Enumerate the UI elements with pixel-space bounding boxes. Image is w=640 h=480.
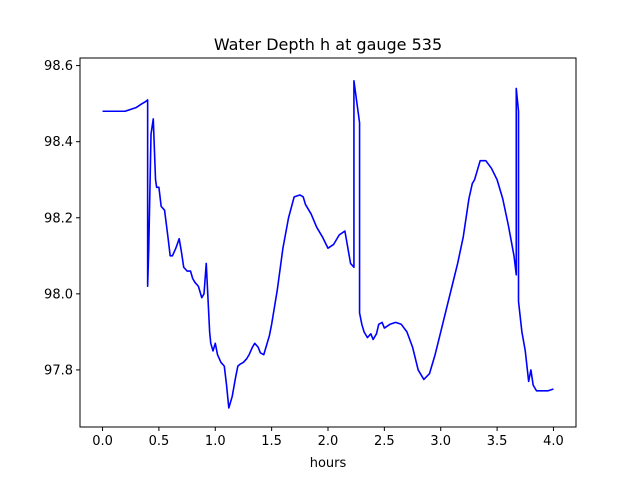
x-tick-label: 4.0 (543, 434, 564, 449)
y-tick-label: 97.8 (44, 363, 73, 378)
y-tick-label: 98.0 (44, 287, 73, 302)
y-tick-label: 98.4 (44, 135, 73, 150)
x-axis-label: hours (310, 456, 347, 471)
chart-title: Water Depth h at gauge 535 (214, 35, 442, 54)
x-tick-label: 1.0 (205, 434, 226, 449)
x-axis-ticks: 0.0 0.5 1.0 1.5 2.0 2.5 3.0 3.5 4.0 (92, 427, 564, 449)
y-axis-ticks: 97.8 98.0 98.2 98.4 98.6 (44, 59, 80, 378)
plot-area-frame (79, 57, 577, 428)
series-line (102, 80, 554, 409)
series-layer (102, 80, 554, 409)
x-tick-label: 3.5 (487, 434, 508, 449)
x-tick-label: 0.0 (92, 434, 113, 449)
x-tick-label: 2.5 (374, 434, 395, 449)
y-tick-label: 98.2 (44, 211, 73, 226)
x-tick-label: 3.0 (430, 434, 451, 449)
x-tick-label: 1.5 (261, 434, 282, 449)
y-tick-label: 98.6 (44, 59, 73, 74)
x-tick-label: 2.0 (318, 434, 339, 449)
x-tick-label: 0.5 (149, 434, 170, 449)
